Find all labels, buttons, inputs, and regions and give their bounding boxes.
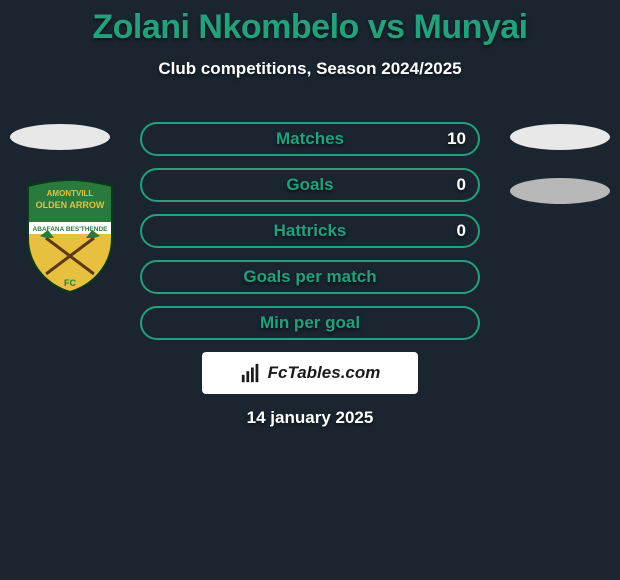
- stat-row: Hattricks 0: [140, 214, 480, 248]
- stat-label: Matches: [276, 129, 344, 149]
- stats-container: Matches 10 Goals 0 Hattricks 0 Goals per match…: [140, 122, 480, 352]
- svg-text:FC: FC: [64, 278, 76, 288]
- svg-text:AMONTVILL: AMONTVILL: [47, 189, 94, 198]
- stat-label: Goals per match: [243, 267, 376, 287]
- stat-value-right: 10: [447, 129, 466, 149]
- stat-label: Goals: [286, 175, 333, 195]
- subtitle: Club competitions, Season 2024/2025: [0, 59, 620, 79]
- svg-text:ABAFANA BES'THENDE: ABAFANA BES'THENDE: [33, 226, 109, 233]
- page-title: Zolani Nkombelo vs Munyai: [0, 0, 620, 47]
- stat-value-right: 0: [457, 175, 466, 195]
- stat-row: Goals 0: [140, 168, 480, 202]
- bar-chart-icon: [240, 362, 262, 384]
- stat-row: Min per goal: [140, 306, 480, 340]
- stat-row: Goals per match: [140, 260, 480, 294]
- player-photo-left-placeholder: [10, 124, 110, 150]
- player-photo-right-placeholder-1: [510, 124, 610, 150]
- brand-badge: FcTables.com: [202, 352, 418, 394]
- brand-text: FcTables.com: [268, 363, 381, 383]
- stat-label: Min per goal: [260, 313, 360, 333]
- svg-text:OLDEN ARROW: OLDEN ARROW: [36, 200, 105, 210]
- date-label: 14 january 2025: [0, 408, 620, 428]
- stat-row: Matches 10: [140, 122, 480, 156]
- stat-value-right: 0: [457, 221, 466, 241]
- club-logo: AMONTVILL OLDEN ARROW ABAFANA BES'THENDE…: [20, 178, 120, 294]
- player-photo-right-placeholder-2: [510, 178, 610, 204]
- stat-label: Hattricks: [274, 221, 347, 241]
